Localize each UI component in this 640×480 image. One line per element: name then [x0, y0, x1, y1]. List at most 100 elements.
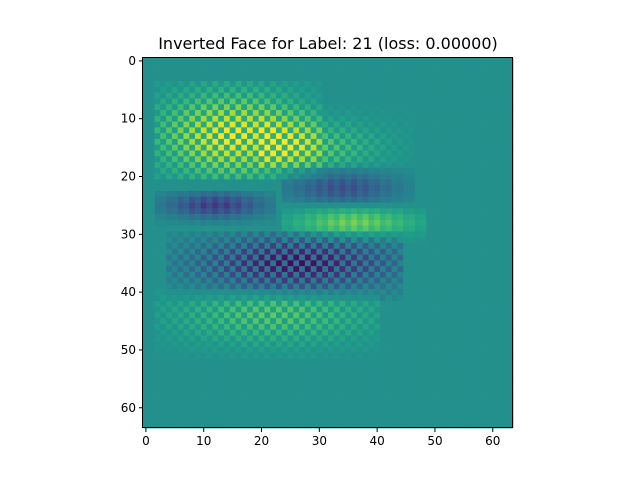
heatmap-cell	[466, 144, 473, 151]
heatmap-cell	[160, 248, 167, 255]
heatmap-cell	[310, 63, 317, 70]
heatmap-cell	[466, 347, 473, 354]
heatmap-cell	[408, 318, 416, 325]
heatmap-cell	[495, 150, 502, 157]
heatmap-cell	[287, 295, 294, 302]
heatmap-cell	[235, 410, 242, 417]
heatmap-cell	[247, 312, 254, 319]
heatmap-cell	[154, 214, 161, 221]
heatmap-cell	[206, 208, 213, 215]
heatmap-cell	[264, 133, 271, 140]
heatmap-cell	[143, 185, 150, 192]
heatmap-cell	[229, 387, 236, 394]
heatmap-cell	[293, 254, 300, 261]
heatmap-cell	[472, 243, 479, 250]
heatmap-cell	[408, 300, 416, 307]
heatmap-cell	[247, 185, 254, 192]
heatmap-cell	[333, 248, 340, 255]
heatmap-cell	[380, 358, 387, 365]
heatmap-cell	[507, 225, 514, 232]
heatmap-cell	[304, 98, 312, 105]
heatmap-cell	[171, 231, 179, 238]
heatmap-cell	[166, 237, 173, 244]
heatmap-cell	[258, 167, 265, 174]
heatmap-cell	[391, 393, 398, 400]
heatmap-cell	[154, 167, 161, 174]
heatmap-cell	[380, 92, 387, 99]
heatmap-cell	[455, 214, 462, 221]
heatmap-cell	[356, 173, 364, 180]
heatmap-cell	[195, 150, 202, 157]
heatmap-cell	[345, 341, 352, 348]
heatmap-cell	[171, 347, 179, 354]
axes-frame	[142, 57, 513, 428]
heatmap-cell	[310, 121, 317, 128]
heatmap-cell	[218, 138, 225, 146]
heatmap-cell	[414, 254, 421, 261]
heatmap-cell	[183, 185, 190, 192]
heatmap-cell	[195, 179, 202, 186]
heatmap-cell	[281, 69, 288, 76]
heatmap-cell	[391, 208, 398, 215]
heatmap-cell	[501, 127, 508, 134]
heatmap-cell	[270, 138, 277, 146]
heatmap-cell	[356, 399, 364, 406]
heatmap-cell	[252, 231, 259, 238]
heatmap-cell	[374, 393, 381, 400]
heatmap-cell	[171, 243, 179, 250]
heatmap-cell	[426, 75, 433, 82]
heatmap-cell	[195, 115, 202, 122]
heatmap-cell	[420, 150, 427, 157]
heatmap-cell	[212, 277, 219, 284]
heatmap-cell	[177, 347, 184, 354]
heatmap-cell	[449, 358, 456, 365]
heatmap-cell	[200, 323, 207, 331]
heatmap-cell	[397, 300, 404, 307]
heatmap-cell	[403, 271, 410, 279]
heatmap-cell	[206, 179, 213, 186]
heatmap-cell	[460, 214, 468, 221]
heatmap-cell	[455, 387, 462, 394]
heatmap-cell	[229, 196, 236, 203]
heatmap-cell	[148, 422, 155, 429]
heatmap-cell	[328, 387, 335, 394]
heatmap-cell	[166, 86, 173, 94]
heatmap-cell	[322, 352, 329, 359]
heatmap-cell	[275, 190, 283, 198]
heatmap-cell	[368, 86, 375, 94]
heatmap-cell	[200, 150, 207, 157]
heatmap-cell	[160, 243, 167, 250]
heatmap-cell	[229, 202, 236, 209]
heatmap-cell	[362, 410, 369, 417]
heatmap-cell	[258, 190, 265, 198]
heatmap-cell	[316, 410, 323, 417]
heatmap-cell	[275, 341, 283, 348]
heatmap-cell	[449, 271, 456, 279]
heatmap-cell	[472, 375, 479, 383]
heatmap-cell	[154, 266, 161, 273]
heatmap-cell	[437, 323, 444, 331]
heatmap-cell	[206, 312, 213, 319]
heatmap-cell	[356, 115, 364, 122]
heatmap-cell	[345, 248, 352, 255]
heatmap-cell	[171, 133, 179, 140]
heatmap-cell	[235, 352, 242, 359]
heatmap-cell	[299, 138, 306, 146]
heatmap-cell	[310, 422, 317, 429]
heatmap-cell	[264, 179, 271, 186]
heatmap-cell	[154, 329, 161, 336]
heatmap-cell	[200, 248, 207, 255]
heatmap-cell	[345, 202, 352, 209]
heatmap-cell	[235, 190, 242, 198]
heatmap-cell	[166, 133, 173, 140]
heatmap-cell	[258, 75, 265, 82]
heatmap-cell	[466, 214, 473, 221]
y-tick-label: 50	[121, 343, 136, 357]
heatmap-cell	[397, 138, 404, 146]
heatmap-cell	[293, 410, 300, 417]
heatmap-cell	[200, 81, 207, 88]
heatmap-cell	[368, 266, 375, 273]
heatmap-cell	[420, 306, 427, 313]
heatmap-cell	[275, 375, 283, 383]
heatmap-cell	[437, 225, 444, 232]
